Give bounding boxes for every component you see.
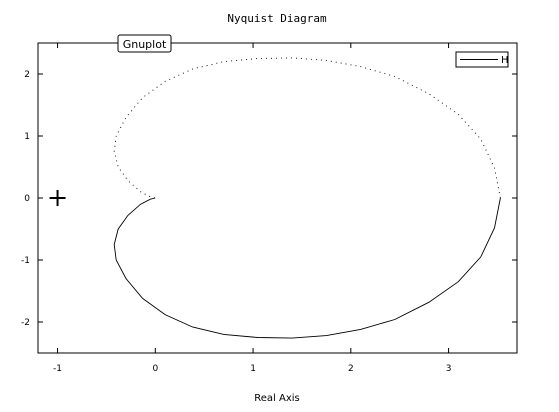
gnuplot-badge-frame[interactable]: [117, 34, 172, 53]
x-tick-label: 0: [152, 364, 158, 374]
legend: H: [455, 51, 509, 68]
x-tick-label: 1: [250, 364, 256, 374]
series-dotted-line: [113, 57, 501, 199]
series-group: [113, 57, 501, 339]
y-tick-label: 2: [24, 70, 30, 80]
critical-point-marker: [49, 190, 66, 206]
x-tick-label: 2: [348, 364, 354, 374]
gnuplot-badge-label[interactable]: Gnuplot: [123, 38, 167, 51]
x-tick-label: 3: [446, 364, 452, 374]
y-tick-label: 0: [24, 194, 30, 204]
y-tick-label: 1: [24, 132, 30, 142]
x-tick-label: -1: [53, 364, 62, 374]
plot-frame: [37, 42, 518, 354]
gnuplot-badge[interactable]: Gnuplot: [117, 34, 172, 53]
x-axis-label: Real Axis: [254, 393, 299, 404]
chart-title: Nyquist Diagram: [227, 12, 327, 25]
axis-ticks: -1 0 1 2 3 -2 -1 0 1 2: [21, 43, 517, 374]
y-tick-label: -1: [21, 256, 30, 266]
legend-label: H: [501, 55, 509, 66]
y-tick-label: -2: [21, 318, 30, 328]
series-solid-line: [113, 197, 501, 339]
